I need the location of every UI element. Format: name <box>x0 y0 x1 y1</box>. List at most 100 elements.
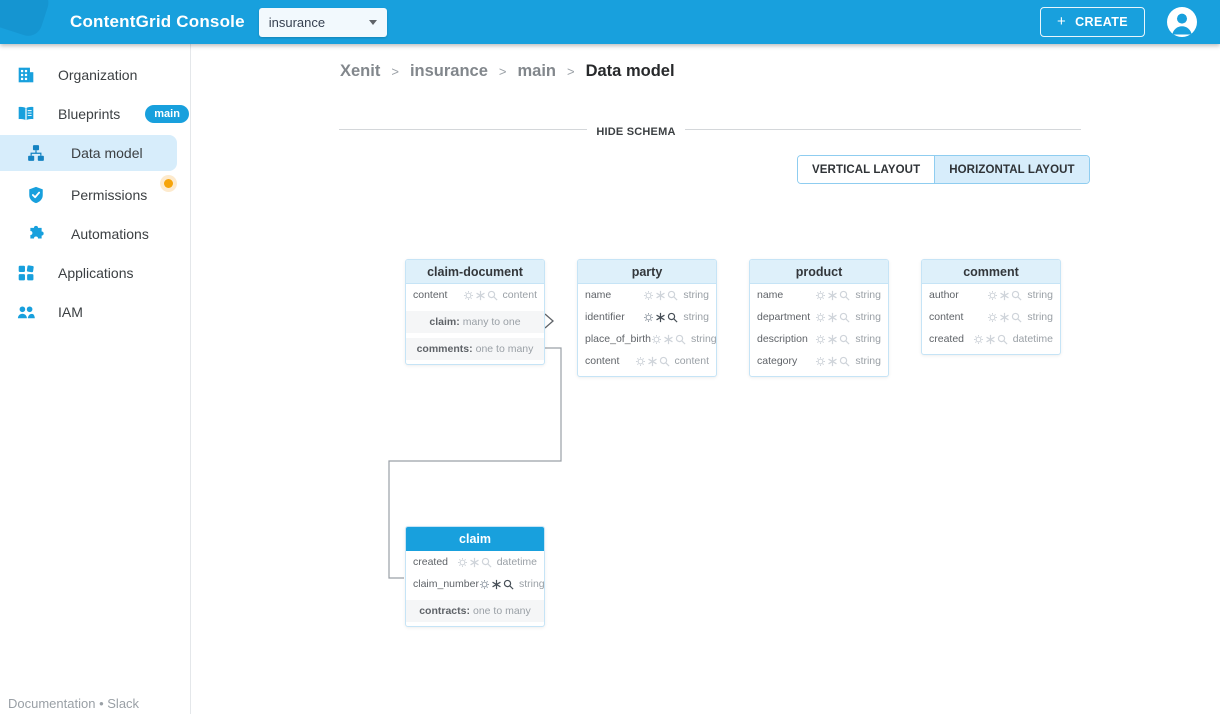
documentation-link[interactable]: Documentation <box>8 696 95 711</box>
entity-card-claim[interactable]: claim created datetime claim_number string co… <box>405 526 545 627</box>
sidebar-item-label: Automations <box>71 226 149 242</box>
project-selector[interactable]: insurance <box>259 8 387 37</box>
attribute-type: string <box>683 311 709 323</box>
sidebar-item-data-model[interactable]: Data model <box>0 135 177 171</box>
asterisk-icon <box>827 312 838 323</box>
attribute-type: datetime <box>497 556 537 568</box>
attribute-name: author <box>929 289 987 301</box>
sidebar-footer: Documentation • Slack <box>8 696 139 711</box>
shield-check-icon <box>27 186 45 204</box>
attribute-row-created[interactable]: createddatetime <box>922 328 1060 350</box>
relation-cardinality: one to many <box>476 343 534 355</box>
attribute-row-content[interactable]: content content <box>578 350 716 372</box>
entity-header[interactable]: product <box>750 260 888 284</box>
attribute-row-description[interactable]: description string <box>750 328 888 350</box>
entity-card-claim-document[interactable]: claim-document content content claim: many t… <box>405 259 545 365</box>
sidebar-item-label: Data model <box>71 145 143 161</box>
slack-link[interactable]: Slack <box>107 696 139 711</box>
app-window: ContentGrid Console insurance + CREATE O… <box>0 0 1220 714</box>
asterisk-icon <box>655 290 666 301</box>
attribute-type: string <box>519 578 545 590</box>
attribute-type: content <box>675 355 709 367</box>
attribute-name: content <box>585 355 635 367</box>
attribute-type: datetime <box>1013 333 1053 345</box>
diagram-canvas[interactable]: claim-document content content claim: many t… <box>191 44 1220 714</box>
chevron-down-icon <box>369 20 377 25</box>
attribute-name: created <box>413 556 457 568</box>
attribute-flags <box>463 290 498 301</box>
magnifier-icon <box>1011 290 1022 301</box>
attribute-name: claim_number <box>413 578 479 590</box>
attribute-flags <box>815 290 850 301</box>
attribute-row-identifier[interactable]: identifierstring <box>578 306 716 328</box>
rosette-icon <box>635 356 646 367</box>
attribute-flags <box>479 579 514 590</box>
attribute-row-name[interactable]: namestring <box>750 284 888 306</box>
relation-row-claim[interactable]: claim: many to one <box>406 311 544 333</box>
attribute-row-place_of_birth[interactable]: place_of_birthstring <box>578 328 716 350</box>
relation-row-contracts[interactable]: contracts:one to many <box>406 600 544 622</box>
attribute-row-category[interactable]: categorystring <box>750 350 888 372</box>
sidebar-item-organization[interactable]: Organization <box>0 56 190 93</box>
blueprint-badge: main <box>145 105 189 123</box>
attribute-row-author[interactable]: authorstring <box>922 284 1060 306</box>
attribute-row-content[interactable]: contentstring <box>922 306 1060 328</box>
sidebar-item-blueprints[interactable]: Blueprintsmain <box>0 95 190 132</box>
avatar[interactable] <box>1167 7 1197 37</box>
asterisk-icon <box>647 356 658 367</box>
building-icon <box>17 66 35 84</box>
attribute-flags <box>815 334 850 345</box>
rosette-icon <box>973 334 984 345</box>
attribute-name: content <box>929 311 987 323</box>
entity-header[interactable]: party <box>578 260 716 284</box>
rosette-icon <box>815 312 826 323</box>
magnifier-icon <box>839 290 850 301</box>
attribute-row-department[interactable]: departmentstring <box>750 306 888 328</box>
asterisk-icon <box>827 290 838 301</box>
plus-icon: + <box>1057 17 1066 27</box>
attribute-type: string <box>855 289 881 301</box>
relation-name: contracts: <box>419 605 470 617</box>
sidebar-item-label: IAM <box>58 304 83 320</box>
attribute-flags <box>643 290 678 301</box>
entity-card-product[interactable]: productnamestringdepartmentstringdescrip… <box>749 259 889 377</box>
attribute-row-created[interactable]: created datetime <box>406 551 544 573</box>
attribute-flags <box>635 356 670 367</box>
attribute-type: content <box>503 289 537 301</box>
attribute-row-name[interactable]: namestring <box>578 284 716 306</box>
rosette-icon <box>815 290 826 301</box>
entity-card-comment[interactable]: commentauthorstringcontentstringcreatedd… <box>921 259 1061 355</box>
magnifier-icon <box>675 334 686 345</box>
attribute-name: content <box>413 289 463 301</box>
attribute-type: string <box>683 289 709 301</box>
app-title: ContentGrid Console <box>70 12 245 32</box>
asterisk-icon <box>827 334 838 345</box>
entity-header[interactable]: claim <box>406 527 544 551</box>
create-button-label: CREATE <box>1075 15 1128 29</box>
attribute-name: description <box>757 333 815 345</box>
sidebar-item-label: Permissions <box>71 187 147 203</box>
sidebar-item-automations[interactable]: Automations <box>0 215 190 252</box>
attribute-row-claim_number[interactable]: claim_number string <box>406 573 544 595</box>
entity-header[interactable]: claim-document <box>406 260 544 284</box>
rosette-icon <box>815 334 826 345</box>
rosette-icon <box>651 334 662 345</box>
attribute-flags <box>973 334 1008 345</box>
attribute-type: string <box>855 333 881 345</box>
relation-cardinality: many to one <box>463 316 521 328</box>
create-button[interactable]: + CREATE <box>1040 7 1145 37</box>
magnifier-icon <box>839 334 850 345</box>
entity-header[interactable]: comment <box>922 260 1060 284</box>
rosette-icon <box>987 290 998 301</box>
sidebar-item-applications[interactable]: Applications <box>0 254 190 291</box>
entity-card-party[interactable]: partynamestringidentifierstringplace_of_… <box>577 259 717 377</box>
relation-name: claim: <box>429 316 459 328</box>
relation-row-comments[interactable]: comments:one to many <box>406 338 544 360</box>
sidebar: OrganizationBlueprintsmain Data model Perm… <box>0 44 191 714</box>
attribute-row-content[interactable]: content content <box>406 284 544 306</box>
project-selector-value: insurance <box>269 15 369 30</box>
attribute-flags <box>987 290 1022 301</box>
rosette-icon <box>457 557 468 568</box>
rosette-icon <box>815 356 826 367</box>
sidebar-item-iam[interactable]: IAM <box>0 293 190 330</box>
